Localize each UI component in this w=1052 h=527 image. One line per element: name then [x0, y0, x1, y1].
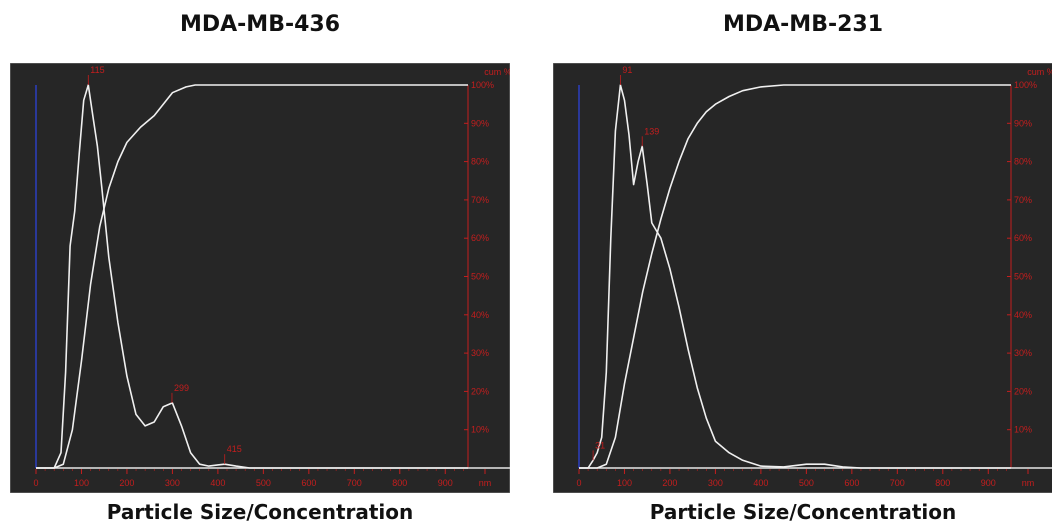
y2-tick-label: 40%	[1014, 310, 1032, 320]
cumulative-line	[579, 84, 1011, 469]
x-tick-label: 700	[890, 478, 905, 488]
peak-label: 31	[595, 440, 605, 450]
y2-tick-label: 40%	[471, 310, 489, 320]
particle-size-chart: 0 100 200 300 400 500 600 700 800 900 nm 10% 20% 30% 4…	[10, 63, 510, 493]
chart-panel-mda-mb-436: MDA-MB-436 0 100 200 300 400 500 600 700 800 900 n…	[10, 0, 510, 527]
peak-label: 91	[622, 65, 632, 75]
x-tick-label: 600	[844, 478, 859, 488]
x-tick-label: 300	[708, 478, 723, 488]
cumulative-line	[36, 84, 468, 469]
x-tick-label: 500	[256, 478, 271, 488]
y2-tick-label: 100%	[1014, 80, 1037, 90]
y2-tick-label: 60%	[1014, 233, 1032, 243]
plot-background	[10, 63, 510, 493]
y2-tick-label: 50%	[471, 272, 489, 282]
x-caption: Particle Size/Concentration	[649, 500, 957, 524]
y2-tick-label: 30%	[1014, 348, 1032, 358]
y2-tick-label: 60%	[471, 233, 489, 243]
chart-title: MDA-MB-436	[179, 12, 341, 37]
x-tick-label: 200	[662, 478, 677, 488]
x-tick-label: 300	[165, 478, 180, 488]
peak-label: 415	[227, 444, 242, 454]
particle-size-chart: 0 100 200 300 400 500 600 700 800 900 nm 10% 20% 30% 4…	[553, 63, 1052, 493]
y2-tick-label: 70%	[471, 195, 489, 205]
x-tick-label: 800	[935, 478, 950, 488]
concentration-line	[36, 84, 468, 469]
x-tick-label: 800	[392, 478, 407, 488]
y2-tick-label: 50%	[1014, 272, 1032, 282]
chart-panel-mda-mb-231: MDA-MB-231 0 100 200 300 400 500 600 700 800 900 n…	[553, 0, 1052, 527]
x-caption: Particle Size/Concentration	[106, 500, 414, 524]
y2-axis-label: cum %	[1027, 67, 1052, 77]
x-tick-label: 900	[981, 478, 996, 488]
chart-title: MDA-MB-231	[722, 12, 884, 37]
x-tick-label: nm	[1022, 478, 1035, 488]
plot-area: 0 100 200 300 400 500 600 700 800 900 nm 10% 20% 30% 4…	[553, 63, 1052, 493]
x-tick-label: 900	[438, 478, 453, 488]
y2-tick-label: 10%	[471, 425, 489, 435]
y2-tick-label: 10%	[1014, 425, 1032, 435]
plot-background	[553, 63, 1052, 493]
x-tick-label: 0	[576, 478, 581, 488]
x-tick-label: 400	[753, 478, 768, 488]
y2-tick-label: 80%	[471, 157, 489, 167]
y2-tick-label: 20%	[471, 386, 489, 396]
y2-tick-label: 80%	[1014, 157, 1032, 167]
x-tick-label: 600	[301, 478, 316, 488]
x-tick-label: nm	[479, 478, 492, 488]
y2-axis-label: cum %	[484, 67, 510, 77]
y2-tick-label: 90%	[1014, 118, 1032, 128]
x-tick-label: 100	[74, 478, 89, 488]
x-tick-label: 700	[347, 478, 362, 488]
y2-tick-label: 70%	[1014, 195, 1032, 205]
peak-label: 139	[644, 126, 659, 136]
x-tick-label: 0	[33, 478, 38, 488]
x-tick-label: 400	[210, 478, 225, 488]
y2-tick-label: 30%	[471, 348, 489, 358]
concentration-line	[579, 84, 1011, 469]
x-tick-label: 100	[617, 478, 632, 488]
peak-label: 299	[174, 383, 189, 393]
plot-area: 0 100 200 300 400 500 600 700 800 900 nm 10% 20% 30% 4…	[10, 63, 510, 493]
x-tick-label: 200	[119, 478, 134, 488]
y2-tick-label: 90%	[471, 118, 489, 128]
y2-tick-label: 100%	[471, 80, 494, 90]
y2-tick-label: 20%	[1014, 386, 1032, 396]
peak-label: 115	[90, 65, 104, 75]
x-tick-label: 500	[799, 478, 814, 488]
